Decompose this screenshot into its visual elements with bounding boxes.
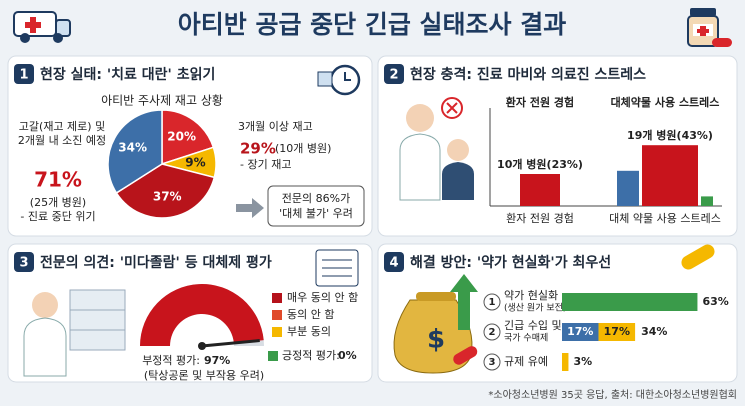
legend-label: 부분 동의 xyxy=(287,325,331,338)
legend-label: 매우 동의 안 함 xyxy=(287,291,358,304)
number-badge xyxy=(14,252,34,272)
group-label: 대체약물 사용 스트레스 xyxy=(611,95,720,109)
bar-chart: 1 약가 현실화(생산 원가 보전) 63% 2 긴급 수입 및국가 수매제 17% 17%… xyxy=(483,288,729,371)
money-illustration: $ xyxy=(393,244,715,374)
group-label: 대체 약물 사용 스트레스 xyxy=(609,211,721,225)
bar xyxy=(701,196,713,206)
pie-slice xyxy=(107,109,163,194)
callout-line: 전문의 86%가 xyxy=(282,192,350,205)
svg-text:$: $ xyxy=(427,325,445,355)
positive-value: 0% xyxy=(338,349,357,362)
footer-note: *소아청소년병원 35곳 응답, 출처: 대한소아청소년병원협회 xyxy=(488,388,737,401)
bar xyxy=(520,174,560,206)
panel-title: 현장 충격: 진료 마비와 의료진 스트레스 xyxy=(410,66,646,83)
note-line: 2개월 내 소진 예정 xyxy=(18,134,106,147)
callout-line: '대체 불가' 우려 xyxy=(279,207,353,220)
panel-number: 1 xyxy=(19,68,28,83)
gauge-chart xyxy=(140,284,264,350)
note-detail: (10개 병원) xyxy=(275,142,331,155)
bar xyxy=(617,170,639,206)
bar xyxy=(642,145,698,206)
note-detail: - 장기 재고 xyxy=(240,158,291,171)
gauge-value: 97% xyxy=(204,354,230,367)
panel-title: 현장 실태: '치료 대란' 초읽기 xyxy=(40,66,215,83)
slice-label: 20% xyxy=(167,129,196,143)
clock-icon xyxy=(317,64,361,96)
bar-value-label: 17% xyxy=(604,325,630,338)
note-title: 3개월 이상 재고 xyxy=(238,120,313,133)
bar-value-label: 3% xyxy=(573,355,592,368)
legend-swatch xyxy=(272,327,282,337)
share-value: 29% xyxy=(240,140,276,158)
panel-number: 2 xyxy=(389,68,398,83)
bar-segment xyxy=(562,323,599,341)
page-title: 아티반 공급 중단 긴급 실태조사 결과 xyxy=(178,10,567,39)
gauge-needle xyxy=(201,339,260,348)
rank-badge xyxy=(483,323,501,341)
ambulance-icon xyxy=(13,11,71,43)
note-line: 고갈(재고 제로) 및 xyxy=(19,119,105,133)
number-badge xyxy=(384,252,404,272)
rank-number: 3 xyxy=(489,357,496,368)
legend-swatch xyxy=(272,310,282,320)
slice-label: 9% xyxy=(185,155,205,169)
row-label: 규제 유예 xyxy=(504,355,548,368)
bar-chart: 10개 병원(23%) 19개 병원(43%) xyxy=(497,128,713,206)
gauge-label: 부정적 평가: xyxy=(142,354,200,367)
arrow xyxy=(236,198,264,218)
callout-box xyxy=(267,185,365,227)
rank-number: 2 xyxy=(489,327,496,338)
panel-title: 전문의 의견: '미다졸람' 등 대체제 평가 xyxy=(40,254,272,271)
rank-badge xyxy=(483,293,501,311)
group-label: 환자 전원 경험 xyxy=(506,212,574,225)
row-label: 국가 수매제 xyxy=(504,333,548,344)
panel-number: 3 xyxy=(19,256,28,271)
panel-number: 4 xyxy=(389,256,398,271)
bar-segment xyxy=(598,323,636,341)
legend-label: 동의 안 함 xyxy=(287,308,334,321)
pie-slice xyxy=(161,109,215,166)
note-detail: (25개 병원) xyxy=(30,196,86,209)
legend: 매우 동의 안 함동의 안 함부분 동의 xyxy=(268,291,358,361)
pie-chart: 20% 9% 37% 34% xyxy=(107,109,217,219)
gauge-arc xyxy=(140,284,264,346)
bar-value-label: 17% xyxy=(567,325,593,338)
slice-label: 34% xyxy=(118,140,147,154)
note-detail: - 진료 중단 위기 xyxy=(20,210,95,223)
row-label: 긴급 수입 및 xyxy=(504,319,562,332)
row-label: 약가 현실화 xyxy=(504,288,558,302)
doctor-illustration xyxy=(23,249,359,377)
gauge-note: (탁상공론 및 부작용 우려) xyxy=(144,369,264,382)
chart-title: 아티반 주사제 재고 상황 xyxy=(101,94,223,108)
row-label: (생산 원가 보전) xyxy=(504,303,566,314)
needle-hub xyxy=(198,342,206,350)
doctor-illustration xyxy=(399,97,474,201)
rank-badge xyxy=(483,353,501,371)
positive-label: 긍정적 평가: xyxy=(282,349,340,362)
legend-swatch xyxy=(272,293,282,303)
bar-value-label: 10개 병원(23%) xyxy=(497,157,583,171)
number-badge xyxy=(14,64,34,84)
legend-swatch xyxy=(268,351,278,361)
rank-number: 1 xyxy=(489,297,496,308)
share-value: 71% xyxy=(34,168,82,192)
bar-value-label: 63% xyxy=(702,295,728,308)
medicine-icon xyxy=(687,8,732,47)
panel-title: 해결 방안: '약가 현실화'가 최우선 xyxy=(410,254,611,271)
number-badge xyxy=(384,64,404,84)
total-label: 34% xyxy=(641,325,667,338)
bar-segment xyxy=(562,353,569,371)
bar-segment xyxy=(562,293,698,311)
bar-value-label: 19개 병원(43%) xyxy=(627,128,713,142)
group-label: 환자 전원 경험 xyxy=(506,95,574,109)
slice-label: 37% xyxy=(153,190,182,204)
